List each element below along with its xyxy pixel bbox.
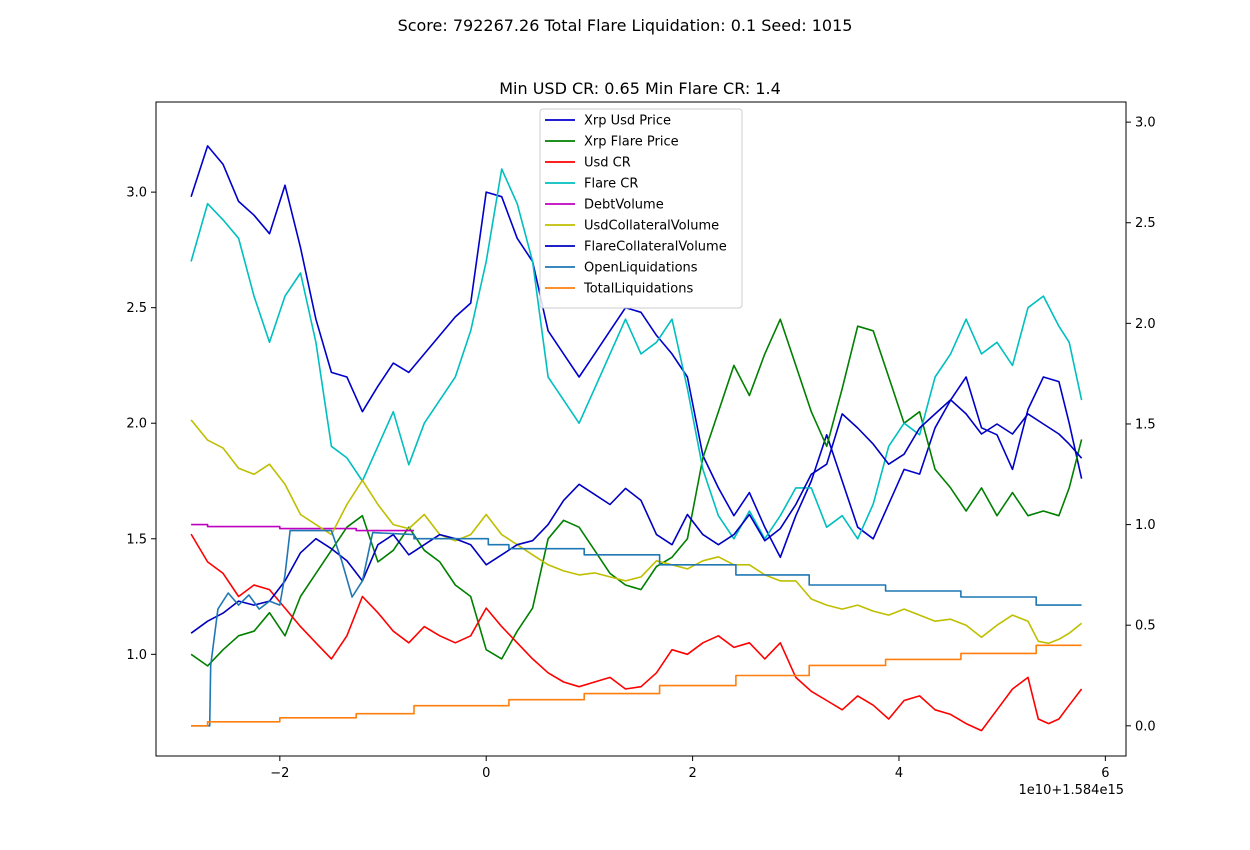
series-line-xrp-usd-price — [190, 145, 1083, 559]
legend-label-xrp-flare-price: Xrp Flare Price — [584, 135, 679, 150]
y-axis-left: 1.0 1.5 2.0 2.5 3.0 — [126, 186, 156, 663]
series-line-openliquidations — [191, 529, 1082, 727]
x-tick-label: 0 — [482, 766, 490, 781]
x-offset-label: 1e10+1.584e15 — [1019, 783, 1124, 798]
y-right-tick-label: 3.0 — [1135, 116, 1156, 131]
legend-label-openliquidations: OpenLiquidations — [584, 261, 698, 276]
series-line-flarecollateralvolume — [190, 399, 1083, 634]
axes-title: Min USD CR: 0.65 Min Flare CR: 1.4 — [499, 79, 781, 98]
y-right-tick-label: 2.5 — [1135, 216, 1156, 231]
series-line-usdcollateralvolume — [190, 419, 1083, 645]
series-layer — [190, 145, 1083, 732]
legend: Xrp Usd Price Xrp Flare Price Usd CR Flare … — [539, 108, 743, 309]
y-left-tick-label: 3.0 — [126, 186, 147, 201]
plot-frame — [155, 101, 1127, 757]
y-left-tick-label: 1.0 — [126, 648, 147, 663]
x-tick-label: 6 — [1101, 766, 1109, 781]
series-line-totalliquidations — [191, 644, 1082, 727]
y-right-tick-label: 1.5 — [1135, 417, 1156, 432]
legend-label-totalliquidations: TotalLiquidations — [583, 282, 693, 297]
y-left-tick-label: 1.5 — [126, 532, 147, 547]
legend-label-usd-cr: Usd CR — [584, 156, 631, 171]
y-right-tick-label: 1.0 — [1135, 518, 1156, 533]
x-axis: −2 0 2 4 6 — [270, 756, 1110, 781]
y-right-tick-label: 2.0 — [1135, 317, 1156, 332]
legend-label-xrp-usd-price: Xrp Usd Price — [584, 114, 671, 129]
y-right-tick-label: 0.5 — [1135, 619, 1156, 634]
series-line-xrp-flare-price — [190, 318, 1083, 667]
legend-label-usdcollateralvolume: UsdCollateralVolume — [584, 219, 719, 234]
x-tick-label: −2 — [270, 766, 289, 781]
series-line-flare-cr — [190, 168, 1083, 540]
x-tick-label: 2 — [688, 766, 696, 781]
legend-label-flare-cr: Flare CR — [584, 177, 638, 192]
figure-suptitle: Score: 792267.26 Total Flare Liquidation… — [398, 16, 853, 35]
series-line-usd-cr — [190, 533, 1083, 732]
series-line-debtvolume — [191, 523, 414, 532]
legend-box — [539, 108, 743, 309]
x-tick-label: 4 — [895, 766, 903, 781]
y-axis-right: 0.0 0.5 1.0 1.5 2.0 2.5 3.0 — [1126, 116, 1156, 734]
y-right-tick-label: 0.0 — [1135, 719, 1156, 734]
legend-label-flarecollateralvolume: FlareCollateralVolume — [584, 240, 727, 255]
legend-label-debtvolume: DebtVolume — [584, 198, 664, 213]
y-left-tick-label: 2.5 — [126, 301, 147, 316]
y-left-tick-label: 2.0 — [126, 417, 147, 432]
